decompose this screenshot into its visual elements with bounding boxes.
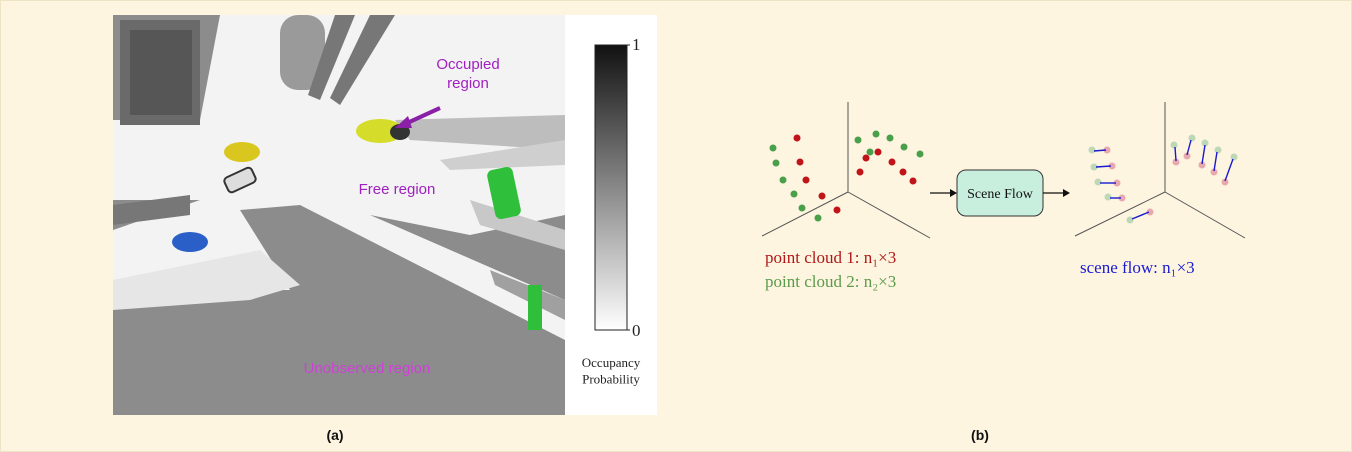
unobserved-label: Unobserved region — [304, 360, 431, 377]
legend-cloud-2: point cloud 2: n₂×3 — [765, 272, 896, 291]
colorbar — [595, 45, 627, 330]
caption-b: (b) — [971, 427, 989, 443]
text-line: Probability — [582, 371, 640, 386]
figure: Occupied region Free region Unobserved re… — [0, 0, 1352, 452]
colorbar-top-label: 1 — [632, 35, 641, 54]
legend-cloud-1: point cloud 1: n₁×3 — [765, 248, 896, 267]
colorbar-bottom-label: 0 — [632, 321, 641, 340]
text-line: region — [447, 75, 489, 92]
occupancy-map — [113, 15, 565, 415]
free-label: Free region — [359, 181, 436, 198]
scene-flow-box-label: Scene Flow — [967, 187, 1034, 202]
caption-a: (a) — [326, 427, 343, 443]
page: Occupied region Free region Unobserved re… — [0, 0, 1352, 452]
text-line: Occupied — [436, 56, 499, 73]
legend-flow: scene flow: n₁×3 — [1080, 258, 1195, 277]
text-line: Occupancy — [582, 355, 641, 370]
